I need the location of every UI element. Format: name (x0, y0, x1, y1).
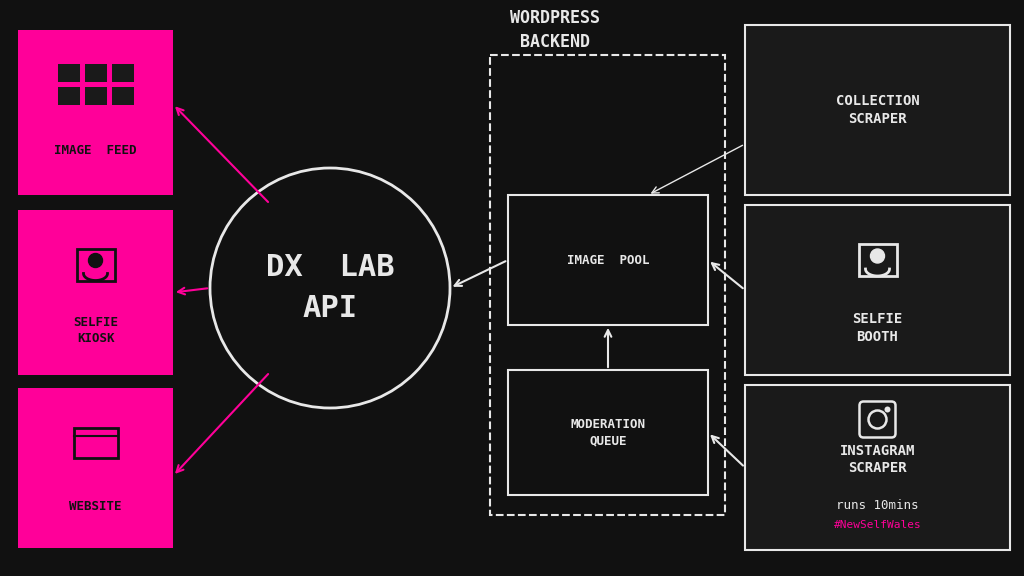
Bar (112, 87, 133, 105)
Circle shape (88, 253, 102, 267)
Text: #NewSelfWales: #NewSelfWales (834, 521, 922, 530)
Bar (745, 385, 1010, 550)
Text: WORDPRESS
BACKEND: WORDPRESS BACKEND (510, 9, 600, 51)
Circle shape (870, 249, 885, 263)
Circle shape (210, 168, 450, 408)
Bar (57, 87, 80, 105)
Text: SELFIE
KIOSK: SELFIE KIOSK (73, 316, 118, 345)
Bar (18, 388, 173, 548)
Bar (745, 205, 1010, 375)
Bar (18, 210, 173, 375)
Text: COLLECTION
SCRAPER: COLLECTION SCRAPER (836, 94, 920, 126)
Bar (57, 64, 80, 82)
Bar (858, 244, 896, 276)
Text: MODERATION
QUEUE: MODERATION QUEUE (570, 418, 645, 447)
Circle shape (885, 407, 891, 412)
Text: IMAGE  POOL: IMAGE POOL (566, 253, 649, 267)
Bar (18, 30, 173, 195)
Bar (745, 25, 1010, 195)
Bar (508, 195, 708, 325)
Text: runs 10mins: runs 10mins (837, 499, 919, 512)
Text: SELFIE
BOOTH: SELFIE BOOTH (852, 312, 902, 344)
Bar (74, 428, 118, 458)
Text: IMAGE  FEED: IMAGE FEED (54, 144, 137, 157)
Bar (508, 370, 708, 495)
Bar (77, 248, 115, 281)
Bar (112, 64, 133, 82)
Bar (490, 55, 725, 515)
Bar (85, 87, 106, 105)
Text: INSTAGRAM
SCRAPER: INSTAGRAM SCRAPER (840, 444, 915, 475)
Text: WEBSITE: WEBSITE (70, 499, 122, 513)
Text: DX  LAB
API: DX LAB API (265, 253, 394, 323)
Bar (85, 64, 106, 82)
